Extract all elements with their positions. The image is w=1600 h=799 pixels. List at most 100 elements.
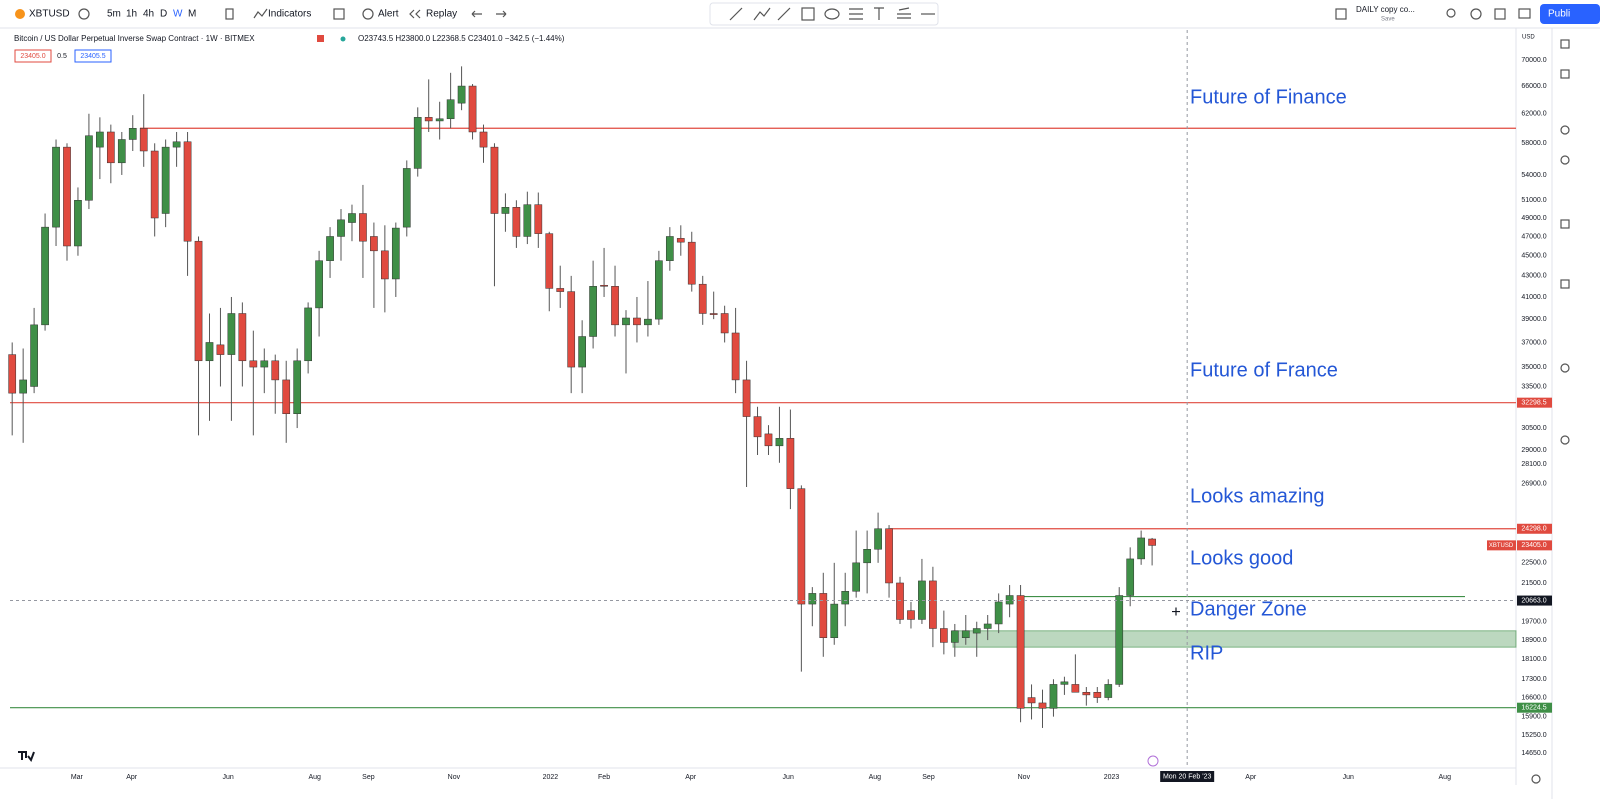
y-tick-label: 22500.0	[1521, 560, 1546, 567]
y-tick-label: 16600.0	[1521, 694, 1546, 701]
symbol-icon	[15, 9, 25, 19]
last-price-tag-box	[1517, 540, 1552, 551]
buy-price[interactable]: 23405.5	[80, 53, 105, 60]
interval[interactable]: M	[188, 9, 196, 20]
candle-body	[819, 593, 828, 638]
candle-body	[216, 344, 225, 355]
sidebar-icon[interactable]	[1560, 363, 1570, 373]
axis-settings[interactable]	[1531, 774, 1541, 784]
layout-name[interactable]: DAILY copy co...	[1356, 5, 1415, 14]
draw-tool[interactable]	[897, 7, 911, 19]
snapshot[interactable]	[1518, 8, 1531, 19]
candle-body	[1005, 595, 1014, 605]
alert[interactable]: Alert	[378, 9, 399, 20]
level-price-tag: 16224.5	[1521, 705, 1546, 712]
draw-tool[interactable]	[729, 7, 743, 21]
chart-type[interactable]	[225, 8, 234, 20]
interval[interactable]: D	[160, 9, 167, 20]
templates[interactable]	[333, 8, 345, 20]
buy-box[interactable]	[74, 49, 112, 63]
y-tick-label: 58000.0	[1521, 140, 1546, 147]
sidebar-icon[interactable]	[1560, 435, 1570, 445]
candle-body	[446, 99, 455, 120]
draw-tool[interactable]	[777, 7, 791, 21]
level-price-tag: 32298.5	[1521, 400, 1546, 407]
candle-body	[315, 260, 323, 309]
y-tick-label: 18100.0	[1521, 656, 1546, 663]
y-tick-label: 66000.0	[1521, 83, 1546, 90]
y-tick-label: 29000.0	[1521, 447, 1546, 454]
candle-body	[1137, 537, 1145, 560]
sidebar-icon[interactable]	[1560, 39, 1570, 49]
draw-tool[interactable]	[849, 8, 863, 20]
indicators-icon	[253, 8, 268, 19]
y-tick-label: 51000.0	[1521, 197, 1546, 204]
sidebar-icon[interactable]	[1560, 155, 1570, 165]
fullscreen[interactable]	[1494, 8, 1506, 20]
symbol[interactable]: XBTUSD	[29, 9, 70, 20]
candle-body	[183, 141, 192, 242]
events-icon[interactable]	[1147, 755, 1159, 767]
candle-body	[622, 317, 630, 326]
y-tick-label: 18900.0	[1521, 637, 1546, 644]
indicators[interactable]: Indicators	[268, 9, 311, 20]
settings[interactable]	[1470, 8, 1482, 20]
candle-body	[468, 85, 477, 133]
sidebar-icon[interactable]	[1560, 219, 1570, 229]
annotation: Future of France	[1190, 359, 1338, 381]
candle-body	[600, 284, 608, 287]
candle-body	[929, 580, 937, 629]
candle-body	[52, 146, 60, 228]
candle-body	[1071, 684, 1080, 693]
interval-active[interactable]: W	[173, 9, 183, 20]
sidebar-icon[interactable]	[1560, 125, 1570, 135]
candle-body	[238, 313, 247, 362]
y-tick-label: 15250.0	[1521, 732, 1546, 739]
candle-body	[720, 313, 729, 334]
sell-price[interactable]: 23405.0	[20, 53, 45, 60]
candle-body	[633, 317, 641, 326]
add-symbol[interactable]	[78, 8, 90, 20]
candle-body	[961, 630, 970, 638]
x-tick-label: Apr	[1245, 774, 1257, 781]
crosshair-price-tag-box	[1517, 595, 1552, 606]
layout-save[interactable]: Save	[1381, 17, 1395, 23]
draw-tool[interactable]	[753, 7, 771, 21]
y-tick-label: 30500.0	[1521, 425, 1546, 432]
draw-tool[interactable]	[801, 7, 815, 21]
y-tick-label: 33500.0	[1521, 383, 1546, 390]
interval[interactable]: 4h	[143, 9, 154, 20]
draw-tool[interactable]	[824, 8, 840, 20]
interval[interactable]: 1h	[126, 9, 137, 20]
candle-body	[1049, 684, 1058, 709]
undo[interactable]	[471, 10, 482, 18]
candle-body	[370, 236, 378, 252]
candle-body	[655, 260, 663, 320]
layout-checkbox[interactable]	[1335, 8, 1347, 20]
replay[interactable]: Replay	[426, 9, 457, 20]
y-tick-label: 21500.0	[1521, 580, 1546, 587]
candle-body	[128, 128, 137, 140]
candle-body	[863, 549, 871, 564]
candle-body	[1115, 595, 1124, 685]
x-tick-label: Mar	[71, 774, 84, 781]
sell-box[interactable]	[14, 49, 52, 63]
search[interactable]	[1446, 8, 1456, 18]
y-tick-label: 37000.0	[1521, 339, 1546, 346]
publish-button[interactable]	[1540, 4, 1600, 24]
candle-body	[96, 131, 104, 148]
last-price-symbol-box	[1487, 540, 1516, 551]
redo[interactable]	[496, 10, 507, 18]
sidebar-icon[interactable]	[1560, 279, 1570, 289]
interval[interactable]: 5m	[107, 9, 121, 20]
draw-tool[interactable]	[874, 7, 884, 20]
publish[interactable]: Publi	[1548, 9, 1570, 20]
spread: 0.5	[57, 53, 67, 60]
replay-icon	[409, 9, 421, 19]
sidebar-icon[interactable]	[1560, 69, 1570, 79]
y-tick-label: 45000.0	[1521, 253, 1546, 260]
last-price-tag: 23405.0	[1521, 542, 1546, 549]
x-tick-label: Jun	[783, 774, 794, 781]
candle-body	[556, 288, 565, 292]
